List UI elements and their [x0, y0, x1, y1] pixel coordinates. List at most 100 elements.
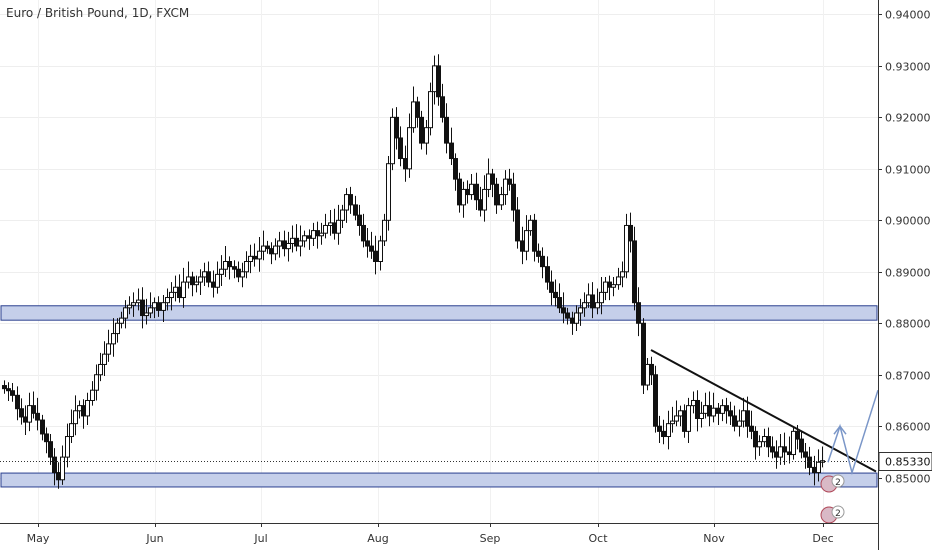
price-tick-label: 0.90000 — [885, 215, 931, 228]
candle-body — [807, 456, 812, 468]
candle-body — [319, 232, 324, 237]
candle-body — [44, 433, 49, 443]
candle-body — [257, 250, 262, 260]
candle-body — [152, 302, 157, 309]
candle-body — [357, 214, 362, 226]
event-count-label: 2 — [835, 509, 841, 519]
time-tick-label: Dec — [812, 532, 833, 545]
candle-body — [636, 302, 641, 324]
candle-body — [595, 302, 600, 309]
candle-body — [540, 255, 545, 268]
candle-body — [52, 456, 57, 474]
candle-body — [511, 183, 516, 211]
price-tick-label: 0.89000 — [885, 267, 931, 280]
time-tick-label: Aug — [367, 532, 388, 545]
candle-body — [465, 188, 470, 196]
price-tick-label: 0.85000 — [885, 473, 931, 486]
candle-body — [298, 240, 303, 247]
projection-arrow-head — [833, 424, 847, 435]
trendline — [650, 349, 877, 473]
price-tick-label: 0.91000 — [885, 164, 931, 177]
candle-body — [407, 127, 412, 170]
candle-body — [424, 127, 429, 144]
candle-body — [661, 430, 666, 438]
candle-body — [307, 235, 312, 239]
candle-body — [490, 173, 495, 185]
candle-body — [394, 116, 399, 139]
candle-body — [607, 281, 612, 288]
price-tick-label: 0.87000 — [885, 370, 931, 383]
candle-body — [344, 194, 349, 211]
candle-body — [369, 245, 374, 252]
candle-body — [169, 291, 174, 299]
candle-body — [10, 390, 15, 396]
candle-body — [774, 451, 779, 458]
candle-body — [332, 222, 337, 234]
candle-body — [290, 237, 295, 244]
candle-body — [248, 255, 253, 262]
candle-body — [282, 240, 287, 250]
price-axis: 0.94000 0.93000 0.92000 0.91000 0.90000 0.890… — [878, 0, 932, 550]
candle-body — [236, 268, 241, 278]
drawings: 22 — [0, 349, 879, 524]
candle-body — [311, 230, 316, 239]
candle-body — [457, 178, 462, 206]
candle-body — [365, 240, 370, 247]
candle-body — [620, 271, 625, 278]
candle-body — [707, 405, 712, 417]
candle-body — [261, 245, 266, 252]
candle-body — [181, 281, 186, 299]
candle-body — [211, 281, 216, 288]
candle-body — [745, 410, 750, 427]
price-zone — [0, 472, 878, 488]
candle-body — [799, 438, 804, 453]
candle-body — [106, 343, 111, 355]
candle-body — [724, 405, 729, 412]
candle-body — [286, 242, 291, 250]
candle-body — [524, 230, 529, 252]
candle-body — [732, 415, 737, 427]
time-tick-label: Jun — [145, 532, 163, 545]
candle-body — [398, 137, 403, 160]
candle-body — [778, 446, 783, 458]
chart-title: Euro / British Pound, 1D, FXCM — [6, 6, 190, 20]
candle-body — [545, 266, 550, 283]
candle-body — [94, 374, 99, 391]
candle-body — [695, 399, 700, 420]
candle-body — [240, 271, 245, 278]
candle-body — [23, 416, 28, 423]
candle-body — [570, 317, 575, 324]
candle-body — [56, 472, 61, 481]
candle-body — [474, 183, 479, 201]
candle-body — [35, 412, 40, 421]
price-zone — [0, 305, 878, 321]
candle-body — [123, 307, 128, 319]
candle-body — [682, 410, 687, 432]
candle-body — [273, 245, 278, 255]
candle-body — [478, 199, 483, 211]
candle-body — [161, 302, 166, 311]
candle-body — [215, 273, 220, 288]
candle-body — [27, 405, 32, 423]
candle-body — [60, 456, 65, 481]
candle-body — [444, 116, 449, 144]
candle-body — [2, 385, 7, 390]
candle-body — [528, 219, 533, 232]
candle-body — [469, 183, 474, 196]
candle-body — [628, 224, 633, 242]
time-tick-label: Oct — [588, 532, 608, 545]
candle-body — [373, 250, 378, 263]
candle-body — [795, 430, 800, 440]
candle-body — [657, 425, 662, 432]
candle-body — [565, 312, 570, 319]
candle-body — [127, 304, 132, 309]
candle-body — [382, 219, 387, 242]
candle-body — [503, 178, 508, 196]
candle-body — [419, 116, 424, 144]
candle-body — [762, 436, 767, 443]
candle-body — [177, 286, 182, 299]
candle-body — [699, 412, 704, 420]
candle-body — [728, 410, 733, 417]
candle-body — [98, 363, 103, 376]
